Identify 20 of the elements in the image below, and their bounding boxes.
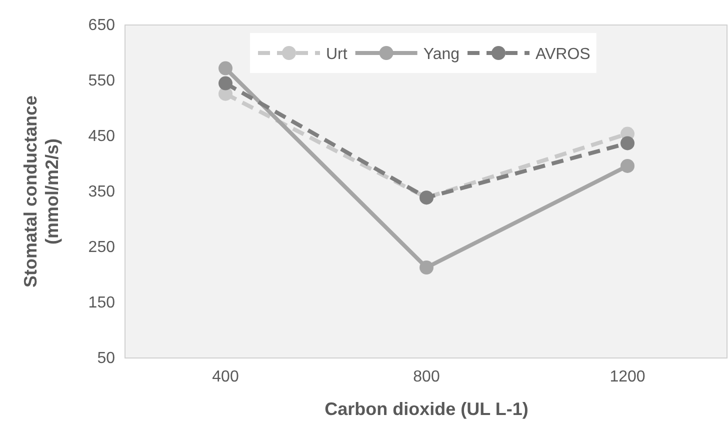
x-tick-label: 800 [413, 368, 440, 386]
point [218, 61, 232, 76]
y-axis-title: Stomatal conductance (mmol/m2/s) [20, 95, 62, 288]
y-tick-label: 550 [88, 72, 116, 90]
legend-label: AVROS [536, 46, 590, 63]
point [218, 76, 232, 90]
point [620, 158, 634, 173]
x-axis-title: Carbon dioxide (UL L-1) [324, 399, 528, 419]
legend-label: Yang [423, 46, 460, 63]
point [420, 260, 434, 275]
y-tick-label: 350 [88, 184, 116, 201]
legend-label: Urt [326, 46, 348, 63]
y-tick-label: 150 [88, 294, 116, 312]
y-tick-label: 650 [88, 17, 116, 34]
y-tick-label: 450 [88, 128, 116, 146]
y-tick-label: 250 [88, 239, 116, 256]
y-tick-label: 50 [97, 350, 116, 368]
x-tick-label: 1200 [610, 368, 646, 386]
point [620, 136, 634, 150]
x-tick-label: 400 [212, 368, 239, 386]
